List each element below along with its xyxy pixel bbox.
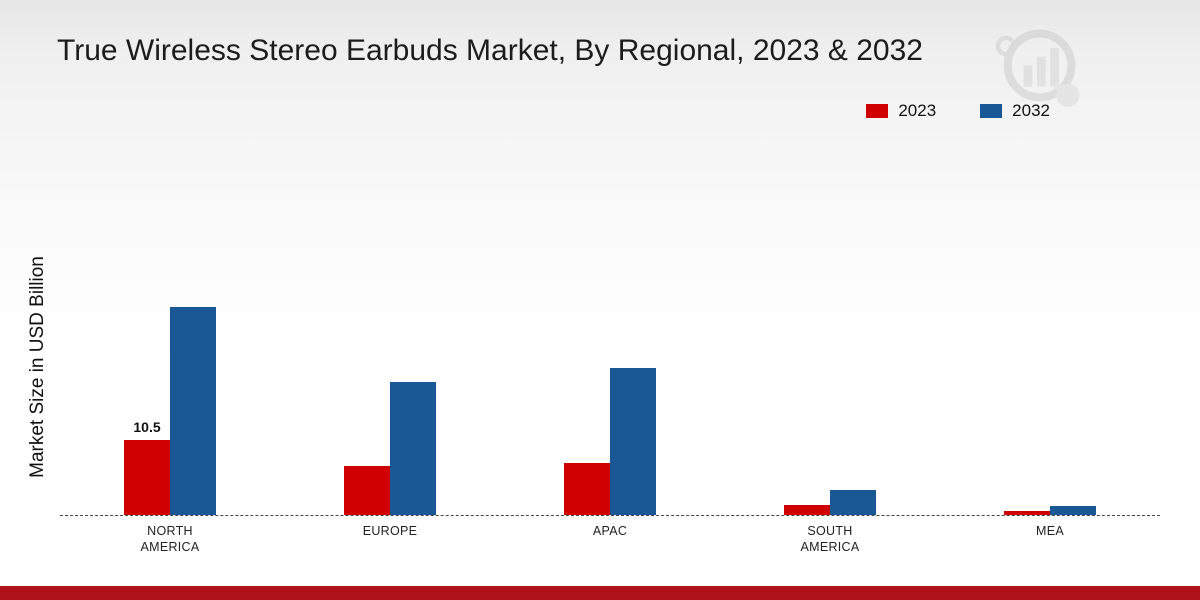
plot-area: 10.5 bbox=[60, 300, 1160, 516]
category-label-mea: MEA bbox=[1036, 524, 1064, 538]
legend: 2023 2032 bbox=[866, 101, 1050, 121]
bar-2032-apac bbox=[610, 368, 656, 515]
brand-logo-icon bbox=[995, 29, 1080, 108]
bar-2023-mea bbox=[1004, 510, 1050, 515]
bar-2032-europe bbox=[390, 382, 436, 515]
category-label-europe: EUROPE bbox=[362, 524, 418, 538]
bar-2032-south-america bbox=[830, 489, 876, 515]
bar-2023-south-america bbox=[784, 504, 830, 515]
category-labels: NORTH AMERICA EUROPE APAC SOUTH AMERICA MEA bbox=[60, 523, 1160, 556]
brand-watermark bbox=[990, 26, 1082, 117]
bar-2032-mea bbox=[1050, 506, 1096, 515]
bar-value-label-north-america: 10.5 bbox=[133, 418, 161, 435]
bar-2023-apac bbox=[564, 463, 610, 515]
bar-2032-north-america bbox=[170, 307, 216, 515]
bar-2023-europe bbox=[344, 466, 390, 515]
footer-accent-bar bbox=[0, 586, 1200, 600]
page-title: True Wireless Stereo Earbuds Market, By … bbox=[57, 34, 923, 67]
legend-item-2032: 2032 bbox=[980, 101, 1050, 121]
category-label-apac: APAC bbox=[592, 524, 628, 538]
category-label-south-america: SOUTH AMERICA bbox=[800, 524, 860, 555]
legend-label-2023: 2023 bbox=[898, 101, 937, 120]
legend-label-2032: 2032 bbox=[1012, 101, 1050, 120]
bar-group-mea bbox=[1004, 300, 1096, 515]
bar-2023-north-america: 10.5 bbox=[124, 419, 170, 515]
bar-group-north-america: 10.5 bbox=[124, 300, 216, 515]
legend-swatch-2032 bbox=[980, 104, 1003, 118]
bar-group-south-america bbox=[784, 300, 876, 515]
category-label-north-america: NORTH AMERICA bbox=[140, 524, 200, 555]
bar-group-europe bbox=[344, 300, 436, 515]
legend-swatch-2023 bbox=[866, 104, 889, 118]
y-axis-label: Market Size in USD Billion bbox=[27, 256, 48, 478]
bar-group-apac bbox=[564, 300, 656, 515]
legend-item-2023: 2023 bbox=[866, 101, 936, 121]
